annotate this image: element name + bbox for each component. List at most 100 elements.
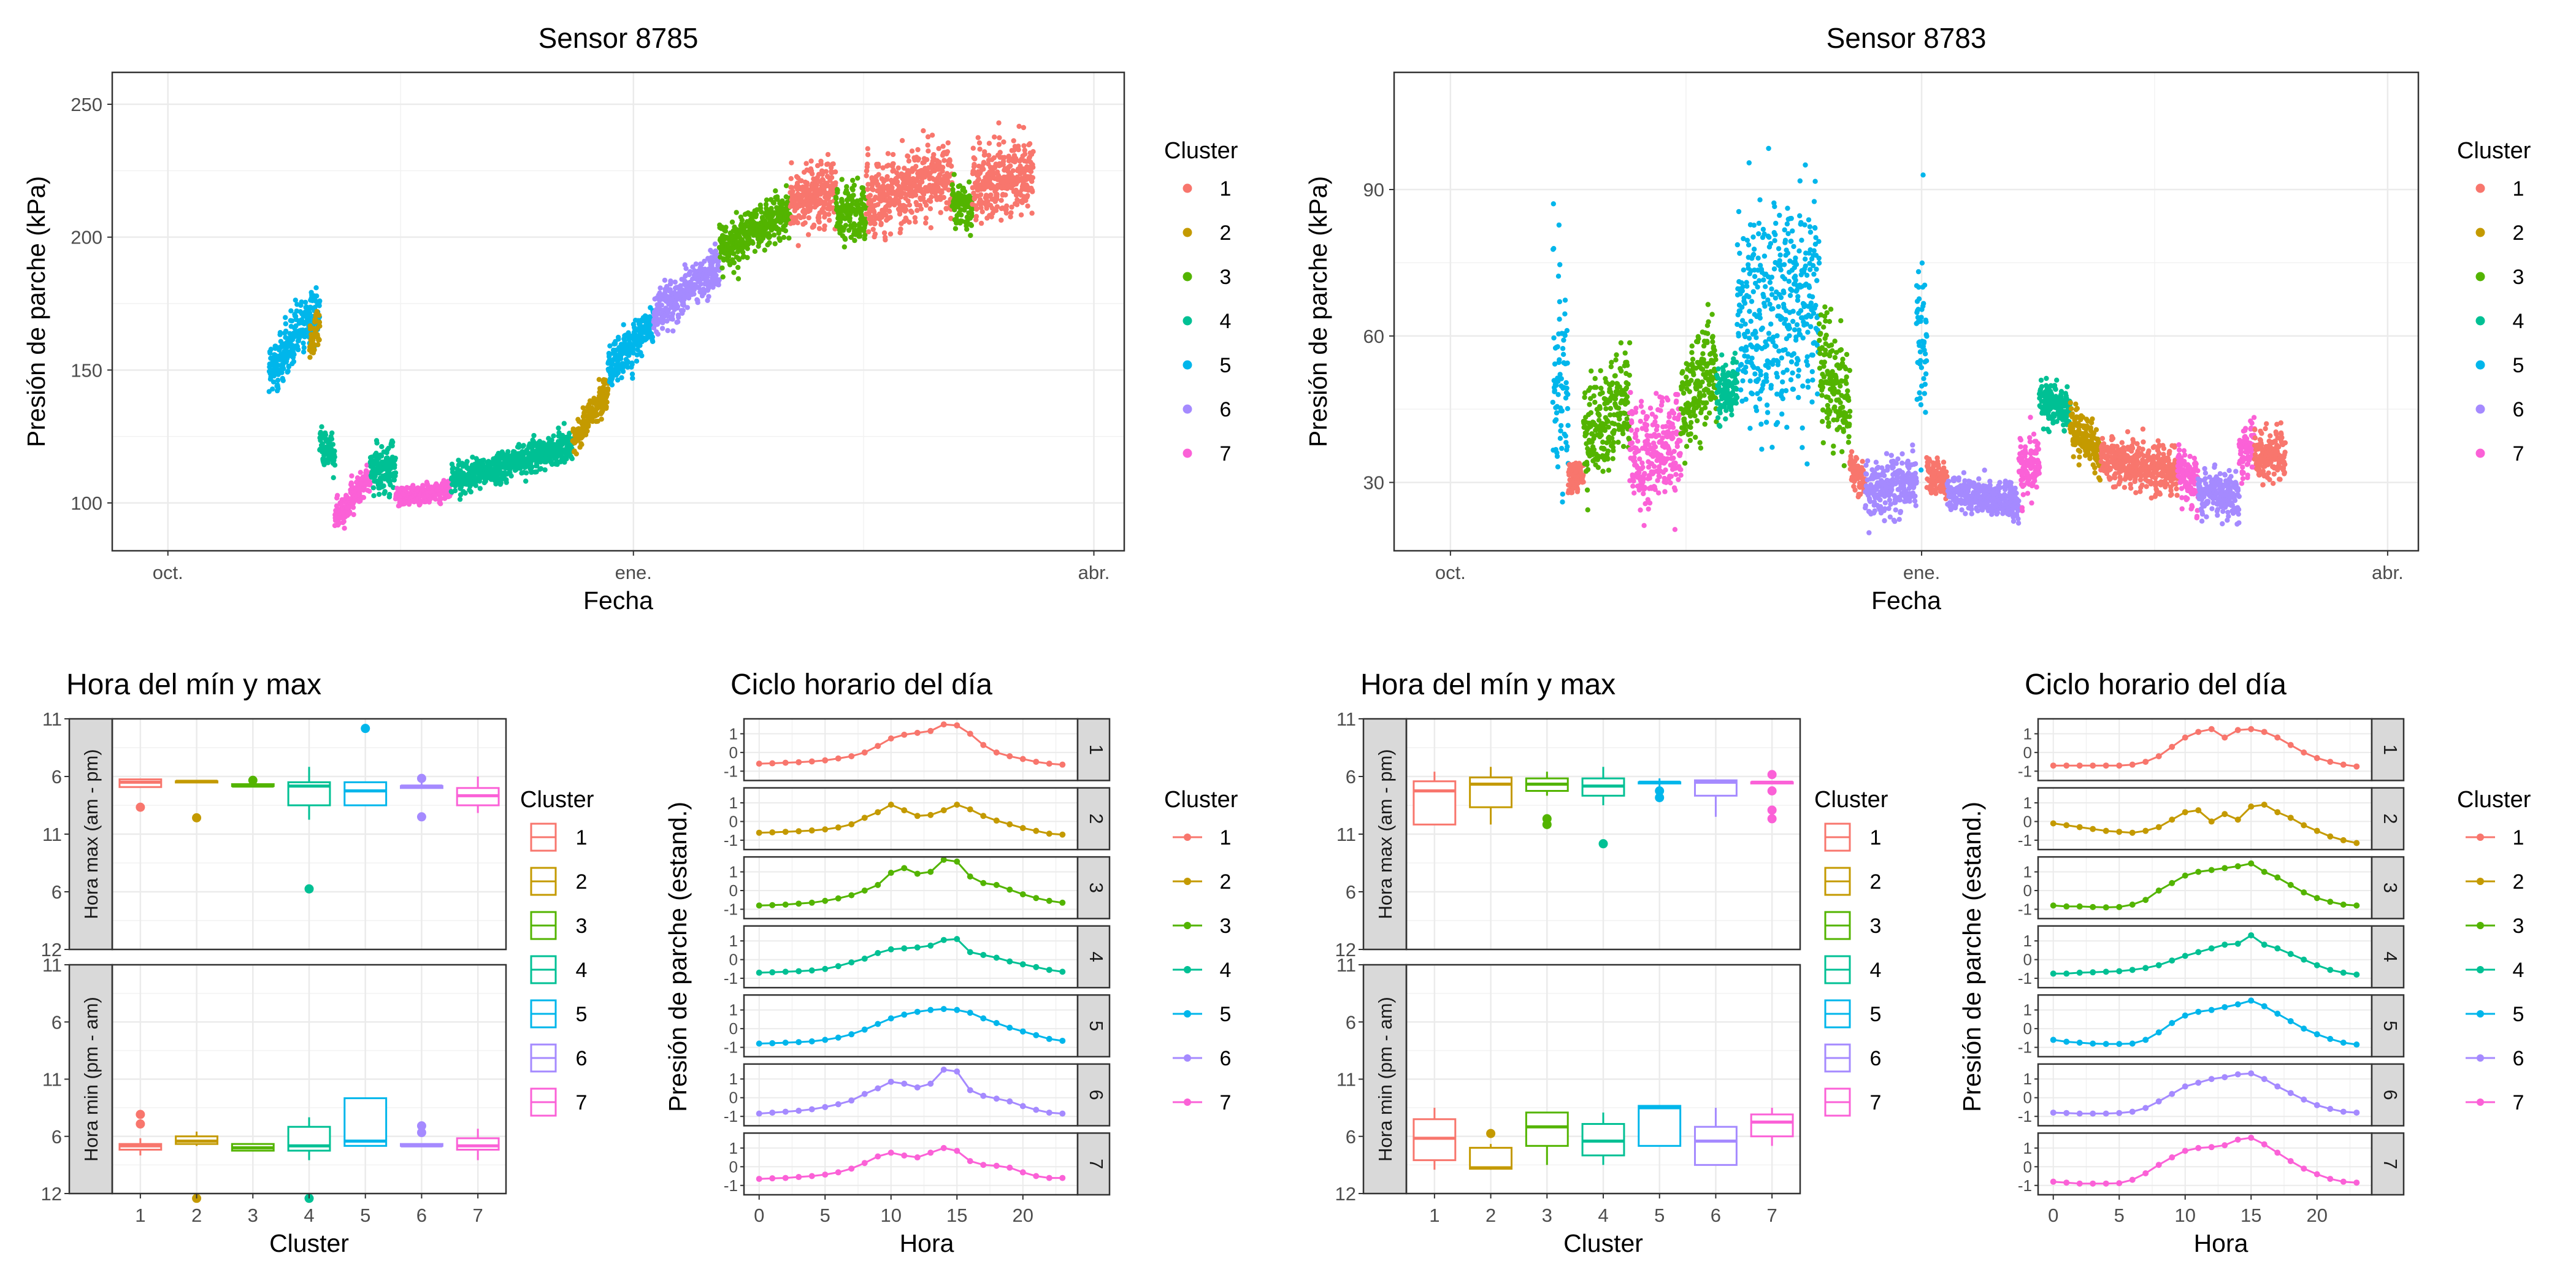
data-point: [1663, 467, 1668, 473]
data-point: [385, 455, 390, 461]
data-point: [504, 480, 509, 485]
legend-key-point: [1183, 404, 1192, 414]
data-point: [313, 285, 319, 291]
data-point: [1694, 418, 1700, 424]
data-point: [1562, 311, 1568, 316]
data-point: [852, 237, 857, 243]
data-point: [468, 489, 473, 495]
data-point: [288, 308, 294, 313]
data-point: [301, 345, 307, 351]
data-point: [529, 469, 534, 475]
data-point: [386, 492, 393, 497]
data-point: [767, 240, 772, 246]
data-point: [1591, 447, 1597, 453]
data-point: [330, 442, 335, 447]
data-point: [596, 377, 602, 382]
series-cluster-4: [448, 421, 575, 502]
data-point: [1677, 451, 1683, 456]
data-point: [316, 320, 323, 325]
data-point: [712, 241, 718, 247]
data-point: [675, 304, 681, 310]
data-point: [632, 327, 638, 332]
data-point: [393, 470, 399, 476]
data-point: [907, 202, 913, 208]
data-point: [1710, 334, 1715, 339]
data-point: [1691, 372, 1696, 378]
legend-label: 2: [1220, 221, 1232, 245]
data-point: [1022, 151, 1028, 157]
data-point: [556, 430, 562, 435]
data-point: [698, 281, 704, 287]
data-point: [470, 454, 475, 460]
data-point: [293, 297, 298, 303]
data-point: [1605, 448, 1611, 454]
data-point: [1671, 455, 1676, 461]
data-point: [1612, 373, 1618, 378]
data-point: [1627, 340, 1633, 346]
data-point: [1671, 448, 1677, 454]
data-point: [602, 377, 608, 383]
data-point: [1641, 523, 1647, 528]
data-point: [723, 224, 729, 230]
data-point: [1647, 475, 1652, 481]
data-point: [438, 501, 443, 507]
data-point: [329, 436, 335, 442]
data-point: [670, 311, 676, 316]
x-tick-label: abr.: [1078, 562, 1110, 583]
data-point: [1611, 427, 1617, 434]
data-point: [275, 386, 281, 391]
data-point: [865, 161, 870, 167]
data-point: [1624, 416, 1630, 422]
data-point: [795, 220, 800, 226]
data-point: [1562, 332, 1568, 339]
series-cluster-2: [570, 377, 611, 457]
data-point: [374, 440, 380, 446]
data-point: [1710, 339, 1715, 345]
data-point: [370, 485, 377, 491]
data-point: [556, 425, 561, 431]
data-point: [1611, 448, 1616, 453]
data-point: [887, 215, 893, 220]
data-point: [1001, 139, 1006, 145]
data-point: [1689, 378, 1694, 383]
data-point: [974, 205, 979, 212]
series-cluster-3: [716, 183, 793, 282]
data-point: [695, 300, 700, 305]
data-point: [316, 337, 322, 343]
data-point: [1628, 427, 1634, 433]
data-point: [953, 226, 959, 231]
data-point: [376, 491, 382, 497]
data-point: [851, 193, 856, 198]
data-point: [1673, 472, 1679, 477]
data-point: [332, 462, 338, 468]
data-point: [1674, 398, 1679, 404]
data-point: [457, 496, 463, 502]
data-point: [1584, 462, 1590, 467]
data-point: [604, 404, 609, 410]
data-point: [668, 278, 673, 284]
data-point: [618, 356, 624, 361]
data-point: [1672, 527, 1678, 532]
data-point: [1659, 399, 1665, 404]
data-point: [615, 377, 621, 383]
data-point: [969, 213, 975, 219]
data-point: [1644, 422, 1650, 428]
data-point: [713, 248, 719, 254]
x-tick-label: oct.: [153, 562, 183, 583]
data-point: [1624, 394, 1630, 399]
data-point: [1728, 407, 1734, 413]
data-point: [945, 149, 951, 155]
data-point: [1684, 443, 1690, 449]
data-point: [923, 220, 929, 226]
data-point: [505, 449, 511, 454]
x-tick-label: ene.: [1903, 562, 1940, 583]
data-point: [1003, 210, 1010, 216]
data-point: [924, 202, 929, 208]
data-point: [686, 295, 692, 301]
data-point: [1030, 164, 1036, 170]
data-point: [872, 231, 878, 237]
data-point: [806, 215, 812, 221]
data-point: [844, 184, 849, 190]
data-point: [905, 153, 911, 159]
series-cluster-5: [266, 285, 323, 394]
